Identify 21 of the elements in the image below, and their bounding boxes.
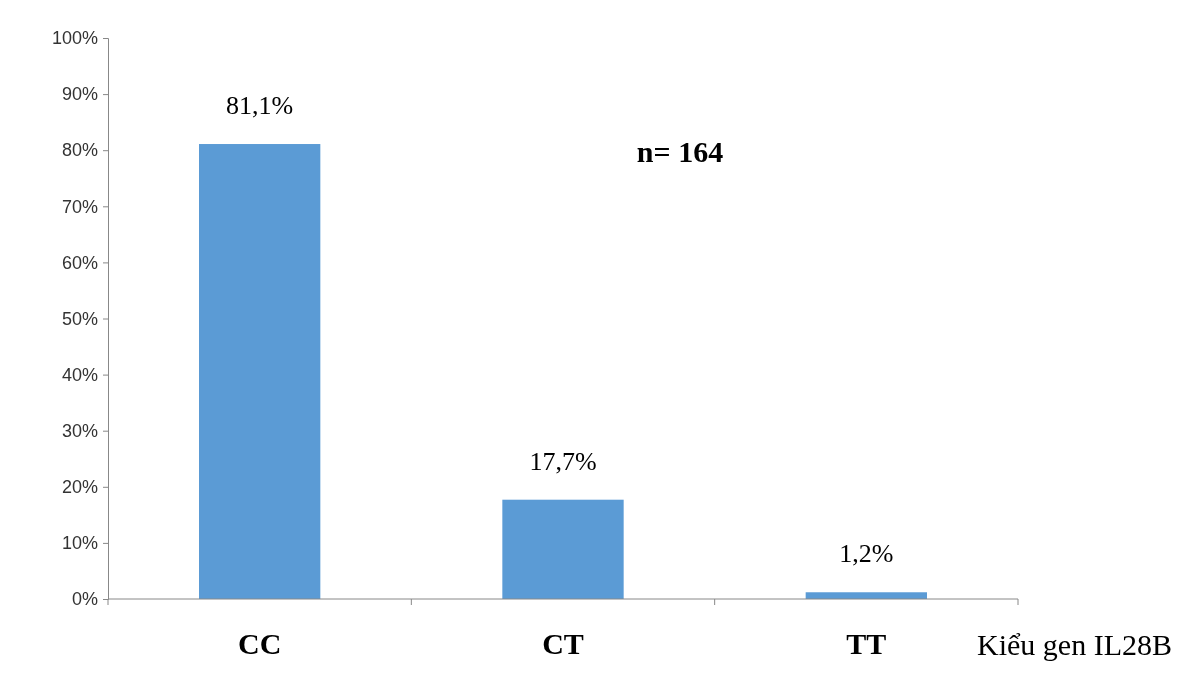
y-tick-label: 0% [71,589,98,610]
bar [502,499,624,599]
y-tick-label: 60% [61,252,98,273]
y-tick-label: 90% [61,84,98,105]
y-tick-label: 50% [61,308,98,329]
y-tick-label: 70% [61,196,98,217]
data-label: 81,1% [226,91,294,121]
bar [199,144,321,599]
y-tick-label: 30% [61,420,98,441]
y-tick-label: 80% [61,140,98,161]
y-tick-label: 20% [61,477,98,498]
y-tick-label: 100% [51,28,98,49]
y-tick-label: 10% [61,533,98,554]
data-label: 17,7% [529,446,597,476]
x-tick-label: TT [846,627,887,660]
data-label: 1,2% [839,539,894,569]
x-axis-title: Kiểu gen IL28B [977,628,1172,661]
x-tick-label: CT [542,627,584,660]
x-tick-label: CC [237,627,282,660]
y-tick-label: 40% [61,364,98,385]
annotation: n= 164 [636,135,724,168]
